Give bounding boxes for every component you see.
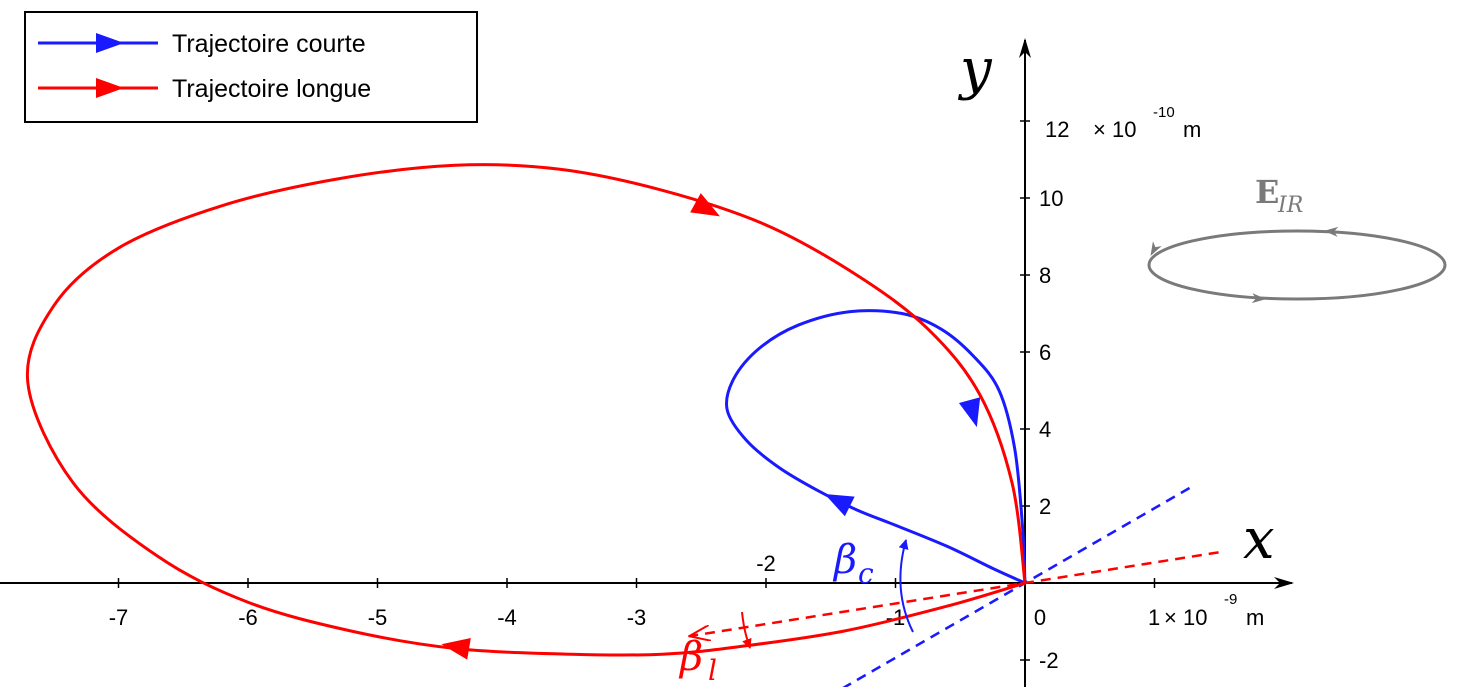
y-ticks: 10 8 6 4 2 -2 bbox=[1020, 120, 1063, 673]
x-tick-label: -4 bbox=[497, 605, 517, 630]
x-unit-tick: 1 bbox=[1148, 605, 1160, 630]
x-unit-suffix: m bbox=[1246, 605, 1264, 630]
x-unit-label: 1 × 10 -9 m bbox=[1148, 591, 1264, 630]
x-ticks: -7 -6 -5 -4 -3 -1 0 -2 bbox=[109, 551, 1156, 630]
y-unit-tick: 12 bbox=[1045, 117, 1069, 142]
long-trajectory-arrow bbox=[690, 193, 720, 217]
beta-c-label: β c bbox=[832, 537, 874, 590]
y-tick-label: 8 bbox=[1039, 263, 1051, 288]
y-unit-suffix: m bbox=[1183, 117, 1201, 142]
y-unit-exponent: -10 bbox=[1153, 104, 1175, 121]
x-axis-label: x bbox=[1243, 507, 1275, 572]
x-tick-label: 0 bbox=[1034, 605, 1046, 630]
legend-box bbox=[24, 11, 478, 123]
long-trajectory-reference-line bbox=[689, 551, 1219, 636]
y-unit-prefix: × 10 bbox=[1093, 117, 1136, 142]
legend-label: Trajectoire longue bbox=[172, 75, 371, 103]
x-tick-label: -5 bbox=[368, 605, 388, 630]
x-tick-label: -1 bbox=[886, 605, 906, 630]
x-unit-prefix: × 10 bbox=[1164, 605, 1207, 630]
ir-field-symbol: E bbox=[1255, 173, 1279, 211]
y-unit-label: 12 × 10 -10 m bbox=[1045, 104, 1201, 142]
y-tick-label: 4 bbox=[1039, 417, 1051, 442]
y-tick-label: 2 bbox=[1039, 494, 1051, 519]
y-tick-label: -2 bbox=[1039, 648, 1059, 673]
short-trajectory-reference-line bbox=[842, 486, 1191, 687]
beta-l-angle-arc bbox=[741, 611, 752, 649]
y-tick-label: 6 bbox=[1039, 340, 1051, 365]
x-tick-label: -6 bbox=[238, 605, 258, 630]
ir-field-ellipse bbox=[1147, 229, 1447, 301]
beta-c-subscript: c bbox=[858, 557, 874, 590]
legend-arrow bbox=[96, 78, 124, 98]
beta-l-symbol: β bbox=[678, 634, 703, 680]
x-unit-exponent: -9 bbox=[1224, 591, 1237, 608]
beta-l-label: β l bbox=[678, 634, 717, 687]
x-tick-label: -2 bbox=[756, 551, 776, 576]
short-trajectory-arrow bbox=[958, 397, 981, 428]
reference-lines bbox=[689, 486, 1219, 687]
ir-field-subscript: IR bbox=[1277, 193, 1303, 218]
short-trajectory-line bbox=[724, 309, 1027, 585]
y-axis-label: y bbox=[957, 37, 993, 102]
beta-l-subscript: l bbox=[708, 654, 717, 687]
ir-field-polarization: E IR bbox=[1147, 173, 1447, 304]
x-tick-label: -7 bbox=[109, 605, 129, 630]
x-tick-label: -3 bbox=[627, 605, 647, 630]
legend-arrow bbox=[96, 33, 124, 53]
legend-label: Trajectoire courte bbox=[172, 30, 366, 58]
short-trajectory-arrow bbox=[824, 494, 855, 517]
beta-c-angle-arc bbox=[898, 539, 914, 633]
y-tick-label: 10 bbox=[1039, 186, 1063, 211]
long-trajectory-arrow bbox=[441, 637, 471, 660]
beta-c-symbol: β bbox=[832, 537, 857, 583]
legend: Trajectoire courte Trajectoire longue bbox=[24, 11, 478, 123]
long-trajectory-line bbox=[25, 163, 1027, 657]
series bbox=[25, 163, 1027, 660]
